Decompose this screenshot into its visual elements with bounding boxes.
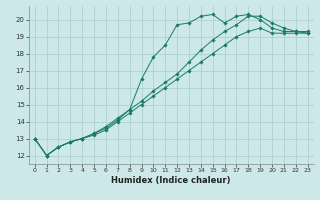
X-axis label: Humidex (Indice chaleur): Humidex (Indice chaleur)	[111, 176, 231, 185]
